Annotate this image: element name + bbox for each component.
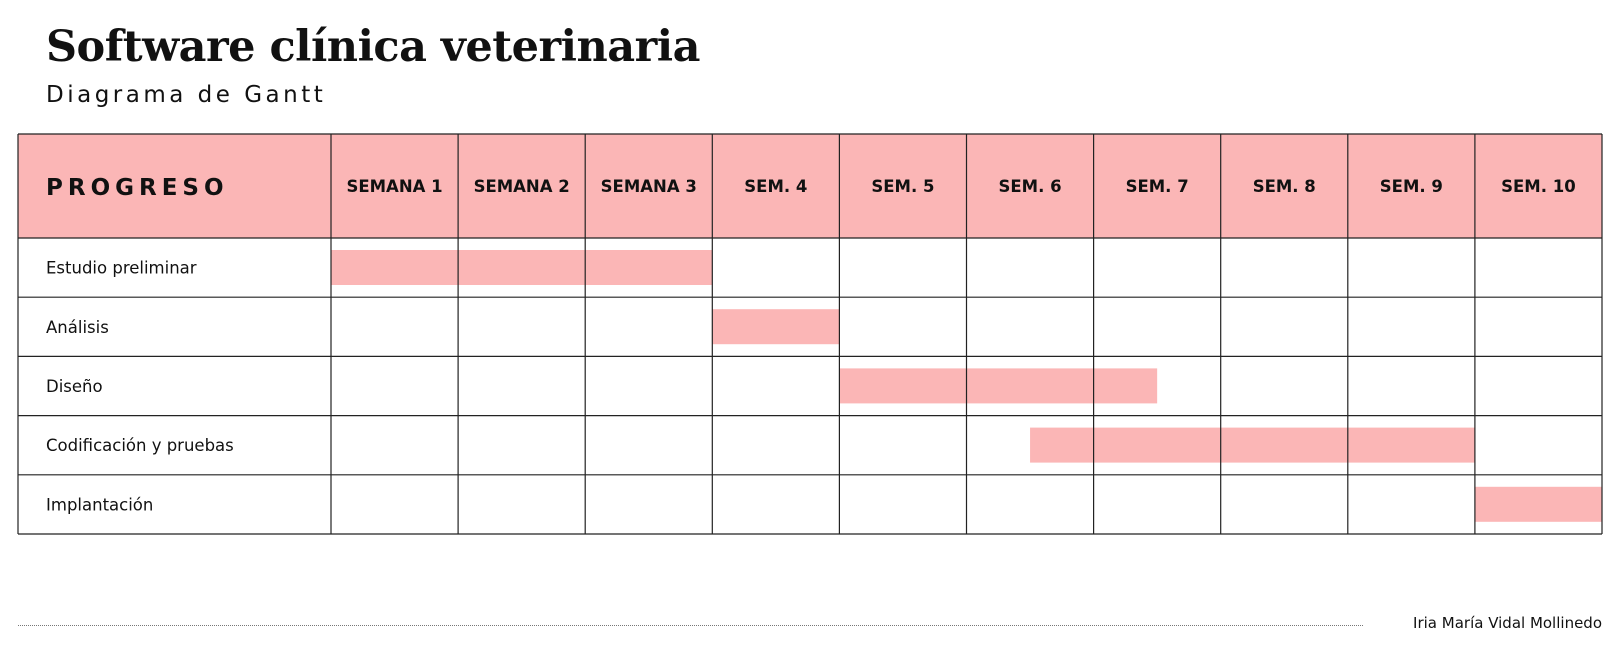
period-header: SEM. 8: [1253, 177, 1316, 196]
period-header: SEM. 9: [1380, 177, 1443, 196]
task-label: Análisis: [46, 318, 109, 337]
task-bar: [712, 309, 840, 345]
period-header: SEMANA 3: [601, 177, 697, 196]
period-header: SEM. 7: [1126, 177, 1189, 196]
chart-subtitle: Diagrama de Gantt: [46, 82, 327, 108]
period-header: SEM. 10: [1501, 177, 1576, 196]
task-label: Diseño: [46, 377, 103, 396]
task-bar: [1474, 486, 1602, 522]
task-label: Estudio preliminar: [46, 259, 197, 278]
task-bar: [839, 368, 1158, 404]
task-bar: [1030, 427, 1475, 463]
period-header: SEMANA 1: [346, 177, 442, 196]
task-column-header: PROGRESO: [46, 175, 229, 201]
footer-divider: [18, 625, 1363, 626]
period-header: SEM. 5: [871, 177, 934, 196]
task-bar: [331, 250, 713, 285]
chart-title: Software clínica veterinaria: [46, 22, 700, 72]
gantt-chart: PROGRESO SEMANA 1 SEMANA 2 SEMANA 3 SEM. 4 SE…: [17, 133, 1603, 535]
period-header: SEMANA 2: [474, 177, 570, 196]
author-name: Iria María Vidal Mollinedo: [1413, 614, 1602, 632]
header-row-background: [18, 134, 1602, 238]
period-header: SEM. 4: [744, 177, 807, 196]
task-label: Codificación y pruebas: [46, 436, 234, 455]
task-label: Implantación: [46, 495, 153, 514]
period-header: SEM. 6: [999, 177, 1062, 196]
